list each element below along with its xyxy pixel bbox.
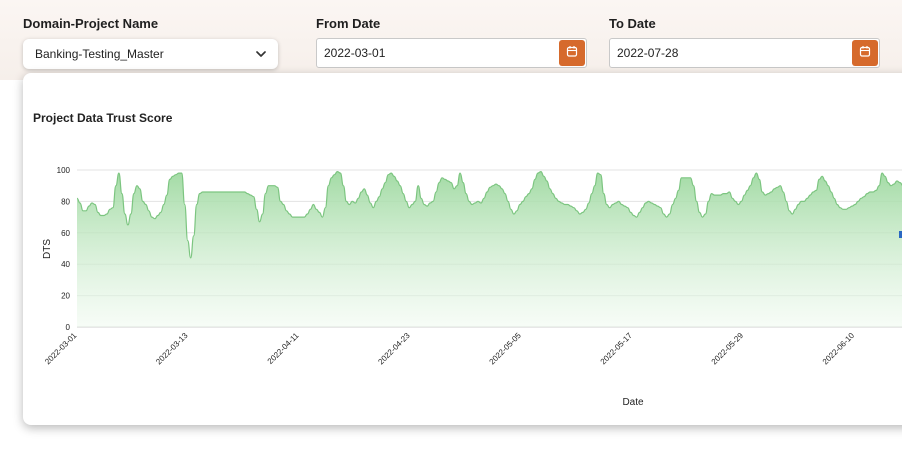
x-tick-label: 2022-03-13 <box>154 331 190 367</box>
from-date-input[interactable] <box>317 39 559 67</box>
y-tick-label: 40 <box>61 260 70 269</box>
x-axis-label: Date <box>622 397 644 408</box>
from-date-field[interactable] <box>316 38 587 68</box>
to-date-input[interactable] <box>610 39 852 67</box>
domain-project-select[interactable]: Banking-Testing_Master <box>23 39 278 69</box>
x-tick-label: 2022-04-11 <box>266 331 301 366</box>
x-tick-label: 2022-03-01 <box>43 331 79 367</box>
calendar-icon <box>566 44 578 62</box>
x-tick-label: 2022-05-05 <box>488 331 524 367</box>
to-date-calendar-button[interactable] <box>852 40 878 66</box>
dts-chart-card: Project Data Trust Score 0 20 40 60 80 100 202… <box>23 73 902 425</box>
dts-area-chart: 0 20 40 60 80 100 2022-03-01 2022-03-13 2022-04-… <box>42 166 902 408</box>
x-tick-label: 2022-05-17 <box>599 331 635 367</box>
chevron-down-icon[interactable] <box>256 47 266 61</box>
from-date-label: From Date <box>316 16 381 31</box>
series-line <box>76 170 902 259</box>
domain-project-value: Banking-Testing_Master <box>35 47 164 61</box>
domain-project-label: Domain-Project Name <box>23 16 159 31</box>
chart-title: Project Data Trust Score <box>33 111 173 125</box>
from-date-calendar-button[interactable] <box>559 40 585 66</box>
x-tick-label: 2022-05-29 <box>710 331 746 367</box>
to-date-field[interactable] <box>609 38 880 68</box>
x-tick-label: 2022-06-10 <box>821 331 857 367</box>
y-axis-label: DTS <box>42 239 53 259</box>
y-tick-label: 100 <box>57 166 71 175</box>
resize-handle[interactable] <box>899 231 902 238</box>
y-tick-label: 60 <box>61 229 70 238</box>
y-tick-label: 20 <box>61 292 70 301</box>
y-tick-label: 0 <box>66 323 71 332</box>
y-tick-label: 80 <box>61 197 70 206</box>
series-area <box>77 171 902 327</box>
calendar-icon <box>859 44 871 62</box>
to-date-label: To Date <box>609 16 656 31</box>
x-tick-label: 2022-04-23 <box>376 331 412 367</box>
